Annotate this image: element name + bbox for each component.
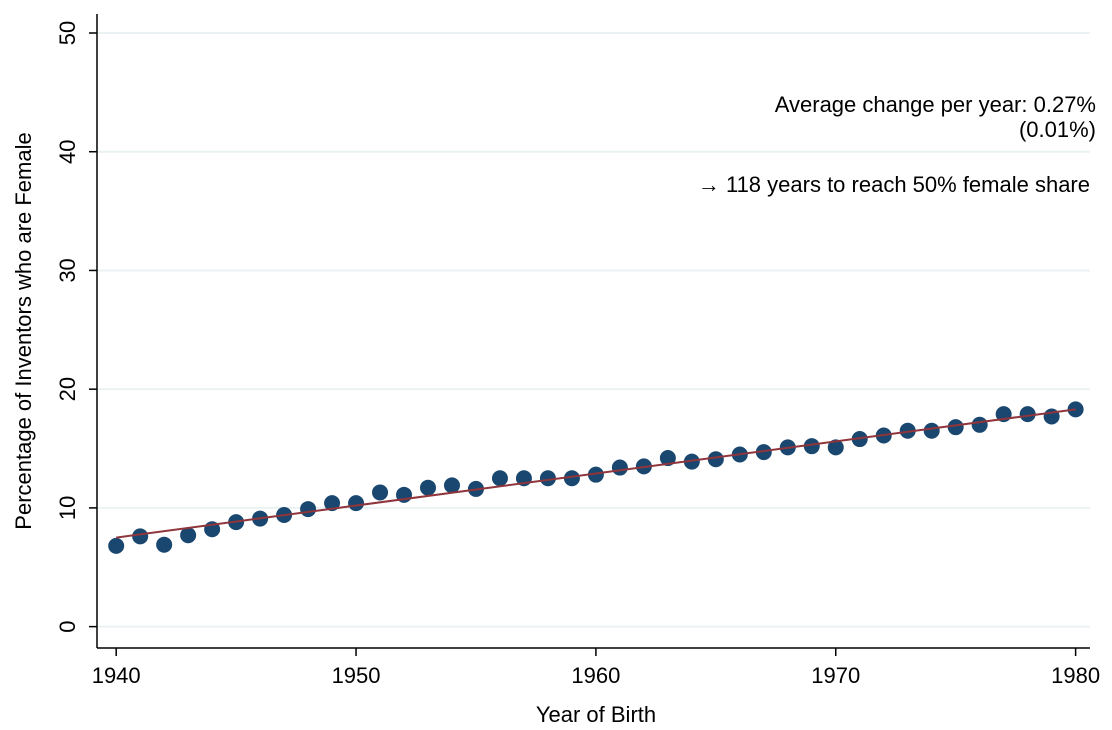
point [156,536,173,553]
point [443,477,460,494]
x-tick-label: 1970 [811,663,860,688]
point [300,501,317,518]
y-tick-label: 40 [55,139,80,163]
annotation: → 118 years to reach 50% female share [698,172,1090,197]
y-tick-label: 20 [55,377,80,401]
point [108,537,125,554]
point [563,470,580,487]
point [372,484,389,501]
point [923,422,940,439]
point [659,450,676,467]
point [971,416,988,433]
x-tick-label: 1980 [1051,663,1100,688]
point [827,439,844,456]
annotation: (0.01%) [1019,117,1096,142]
point [539,470,556,487]
point [324,495,341,512]
x-axis-title: Year of Birth [536,702,656,727]
x-tick-label: 1950 [332,663,381,688]
x-tick-label: 1940 [92,663,141,688]
point [899,422,916,439]
point [755,444,772,461]
fit-line [116,408,1076,539]
x-tick-label: 1960 [571,663,620,688]
y-tick-label: 10 [55,496,80,520]
y-tick-label: 50 [55,21,80,45]
point [947,419,964,436]
annotation: Average change per year: 0.27% [775,92,1096,117]
y-axis-title: Percentage of Inventors who are Female [11,132,36,529]
y-tick-label: 0 [55,621,80,633]
point [587,466,604,483]
point [180,527,197,544]
point [611,459,628,476]
point [1019,406,1036,423]
point [707,451,724,468]
point [132,528,149,545]
y-tick-label: 30 [55,258,80,282]
point [491,470,508,487]
point [420,479,436,496]
point [803,438,820,455]
point [348,495,365,512]
